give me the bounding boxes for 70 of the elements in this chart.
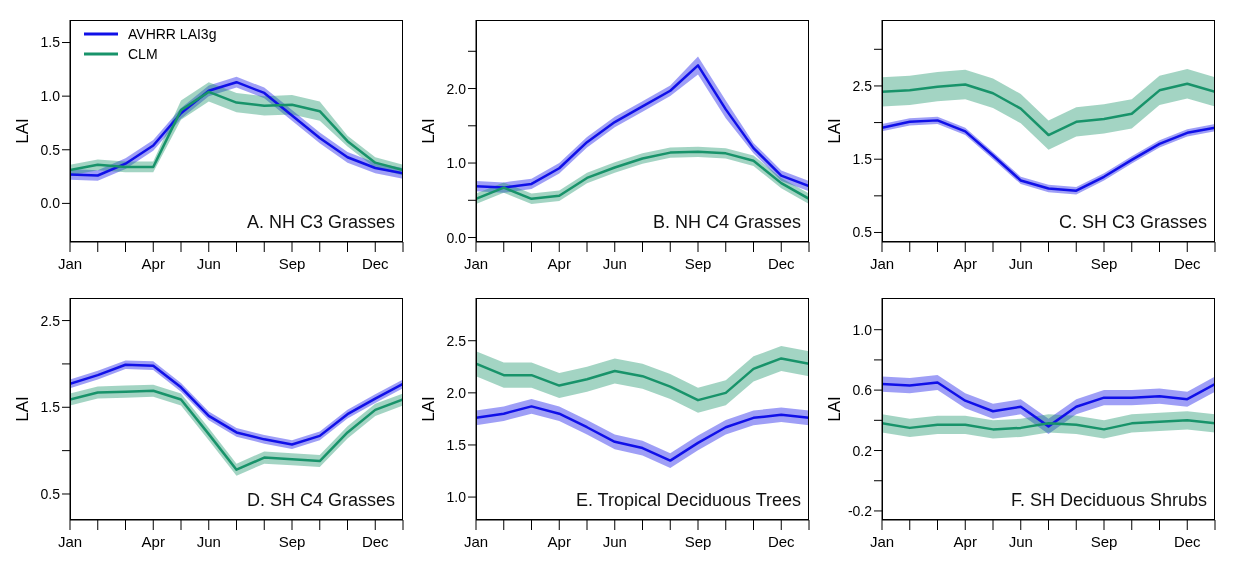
line-series [882, 381, 1215, 428]
x-tick-label: Dec [1173, 254, 1202, 272]
x-tick-label: Jan [463, 254, 489, 272]
x-tick-label: Jun [196, 254, 221, 272]
text: D. SH C4 Grasses [246, 490, 395, 511]
y-axis-title: LAI [825, 396, 845, 422]
y-tick-label: 0.6 [852, 382, 873, 399]
y-tick-label: 1.0 [446, 489, 467, 506]
x-tick-label: Dec [767, 532, 796, 550]
line-series [476, 357, 809, 402]
line-series [476, 405, 809, 462]
y-tick-label: 0.0 [40, 195, 61, 212]
text: B. NH C4 Grasses [652, 212, 801, 233]
x-tick-label: Apr [953, 532, 977, 550]
y-tick-label: 1.0 [852, 321, 873, 338]
x-tick-label: Sep [1090, 532, 1118, 550]
legend-label: CLM [128, 46, 158, 62]
x-tick-label: Apr [547, 532, 571, 550]
x-tick-label: Jan [869, 532, 895, 550]
y-tick-label: 2.0 [446, 384, 467, 401]
y-tick-label: 0.5 [40, 141, 61, 158]
x-tick-label: Dec [361, 532, 390, 550]
x-tick-label: Apr [953, 254, 977, 272]
y-tick-label: 1.0 [446, 155, 467, 171]
x-tick-label: Dec [1173, 532, 1202, 550]
x-tick-label: Apr [141, 532, 165, 550]
x-tick-label: Jan [463, 532, 489, 550]
x-tick-label: Sep [684, 254, 712, 272]
y-axis-title: LAI [419, 118, 439, 144]
y-tick-label: 2.5 [446, 332, 467, 349]
y-tick-label: 1.5 [40, 34, 61, 51]
y-tick-label: 2.5 [40, 312, 61, 329]
y-tick-label: -0.2 [847, 502, 873, 519]
y-axis-title: LAI [419, 396, 439, 422]
x-tick-label: Apr [141, 254, 165, 272]
x-tick-label: Sep [1090, 254, 1118, 272]
line-series [882, 419, 1215, 431]
x-tick-label: Sep [278, 254, 306, 272]
y-axis-title: LAI [13, 118, 33, 144]
x-tick-label: Dec [361, 254, 390, 272]
y-tick-label: 0.5 [852, 224, 873, 241]
text: E. Tropical Deciduous Trees [575, 490, 801, 511]
x-tick-label: Apr [547, 254, 571, 272]
x-tick-label: Jun [1008, 254, 1033, 272]
y-tick-label: 0.2 [852, 442, 873, 459]
y-tick-label: 1.5 [446, 436, 467, 453]
y-tick-label: 2.5 [852, 77, 873, 94]
x-tick-label: Jan [57, 254, 83, 272]
text: A. NH C3 Grasses [246, 212, 395, 233]
x-tick-label: Sep [684, 532, 712, 550]
x-tick-label: Sep [278, 532, 306, 550]
x-tick-label: Jun [602, 254, 627, 272]
y-tick-label: 1.0 [40, 88, 61, 105]
text: C. SH C3 Grasses [1058, 212, 1207, 233]
y-tick-label: 1.5 [40, 399, 61, 416]
y-tick-label: 0.0 [446, 229, 467, 246]
text: F. SH Deciduous Shrubs [1010, 490, 1207, 511]
x-tick-label: Jun [602, 532, 627, 550]
y-tick-label: 0.5 [40, 485, 61, 502]
legend-label: AVHRR LAI3g [128, 26, 217, 42]
x-tick-label: Jun [196, 532, 221, 550]
x-tick-label: Jan [869, 254, 895, 272]
y-axis-title: LAI [825, 118, 845, 144]
x-tick-label: Jun [1008, 532, 1033, 550]
x-tick-label: Jan [57, 532, 83, 550]
y-tick-label: 1.5 [852, 151, 873, 168]
y-tick-label: 2.0 [446, 80, 467, 97]
x-tick-label: Dec [767, 254, 796, 272]
line-series [882, 82, 1215, 137]
y-axis-title: LAI [13, 396, 33, 422]
